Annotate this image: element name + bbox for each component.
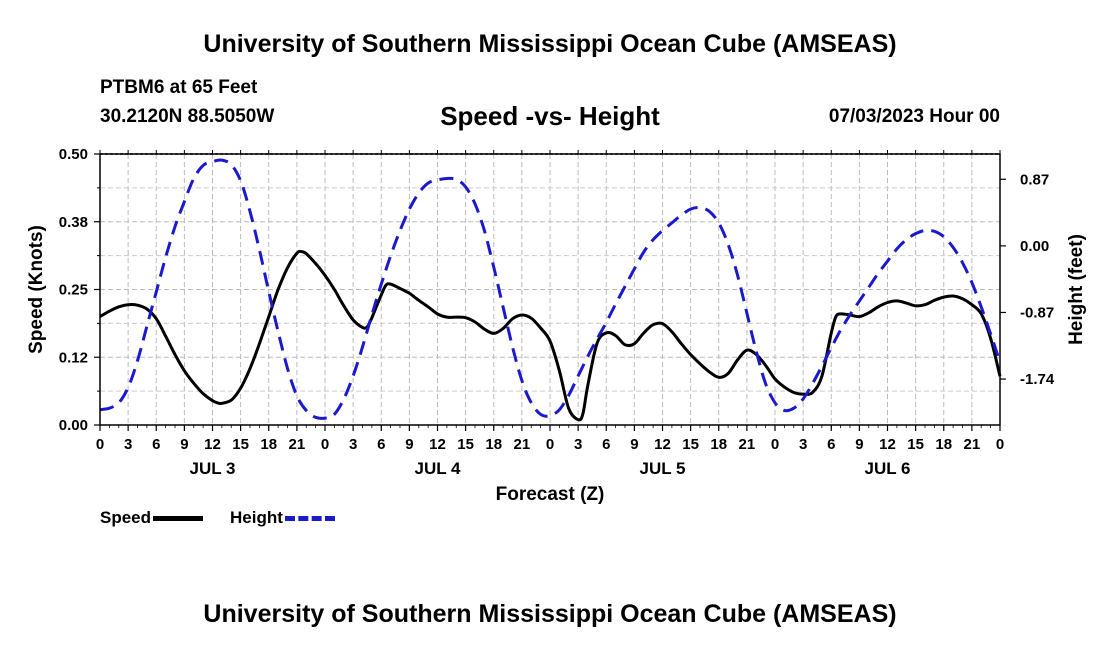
chart: 0 3 6 9 12 15 18 21 0 3 6 9 12 15 18 21 0 3 6 9 12 15 18 21 0 3 6 9… [26,146,1087,505]
legend-height-label: Height [230,508,283,527]
y-right-tick-label: -0.87 [1020,304,1054,321]
x-tick-label: 12 [204,436,221,453]
series-layer [99,158,1002,422]
x-tick-label: 18 [260,436,277,453]
x-tick-label: 6 [152,436,160,453]
x-axis-title: Forecast (Z) [496,484,605,505]
x-tick-label: 18 [485,436,502,453]
x-tick-label: 15 [232,436,249,453]
x-tick-label: 15 [682,436,699,453]
legend-height: Height [230,508,335,528]
x-tick-label: 3 [574,436,582,453]
x-tick-label: 15 [457,436,474,453]
x-tick-label: 12 [879,436,896,453]
legend-speed-swatch [153,515,204,521]
y-right-tick-label: 0.00 [1020,238,1049,255]
x-tick-label: 9 [855,436,863,453]
y-right-tick-label: -1.74 [1020,371,1055,388]
coordinates-label: 30.2120N 88.5050W [100,106,275,127]
grid [100,154,1000,425]
y-left-tick-label: 0.25 [59,282,88,299]
x-tick-label: 18 [710,436,727,453]
x-tick-label: 21 [739,436,756,453]
x-tick-label: 12 [654,436,671,453]
x-tick-label: 18 [935,436,952,453]
y-left-tick-label: 0.38 [59,214,88,231]
x-tick-label: 6 [602,436,610,453]
x-tick-label: 15 [907,436,924,453]
chart-title: Speed -vs- Height [440,101,660,131]
page-title: University of Southern Mississippi Ocean… [203,30,897,58]
x-tick-label: 21 [514,436,531,453]
legend-speed: Speed [100,508,204,528]
y-left-tick-label: 0.50 [59,146,88,163]
y-left-tick-label: 0.12 [59,349,88,366]
x-day-label: JUL 3 [190,459,236,478]
series-line-speed [99,249,1002,422]
y-left-axis-title: Speed (Knots) [26,225,47,354]
x-day-label: JUL 5 [640,459,686,478]
x-day-label: JUL 6 [865,459,911,478]
axes: 0 3 6 9 12 15 18 21 0 3 6 9 12 15 18 21 0 3 6 9 12 15 18 21 0 3 6 9… [26,146,1087,505]
x-tick-label: 6 [827,436,835,453]
x-tick-label: 3 [349,436,357,453]
station-label: PTBM6 at 65 Feet [100,77,258,98]
x-tick-label: 21 [964,436,981,453]
y-right-axis-title: Height (feet) [1066,234,1087,345]
footer-title: University of Southern Mississippi Ocean… [203,600,897,628]
legend-height-swatch [284,515,335,521]
x-tick-label: 3 [124,436,132,453]
x-tick-label: 9 [630,436,638,453]
x-tick-label: 6 [377,436,385,453]
x-tick-label: 12 [429,436,446,453]
x-tick-label: 21 [289,436,306,453]
series-line-height [99,158,1002,420]
x-tick-label: 9 [180,436,188,453]
forecast-datetime: 07/03/2023 Hour 00 [828,106,1000,127]
x-day-label: JUL 4 [415,459,462,478]
y-right-tick-label: 0.87 [1020,171,1049,188]
x-tick-label: 0 [546,436,554,453]
x-tick-label: 0 [96,436,104,453]
x-tick-label: 0 [996,436,1004,453]
x-tick-label: 3 [799,436,807,453]
x-tick-label: 0 [771,436,779,453]
y-left-tick-label: 0.00 [59,417,88,434]
x-tick-label: 9 [405,436,413,453]
x-tick-label: 0 [321,436,329,453]
legend-speed-label: Speed [100,508,152,527]
